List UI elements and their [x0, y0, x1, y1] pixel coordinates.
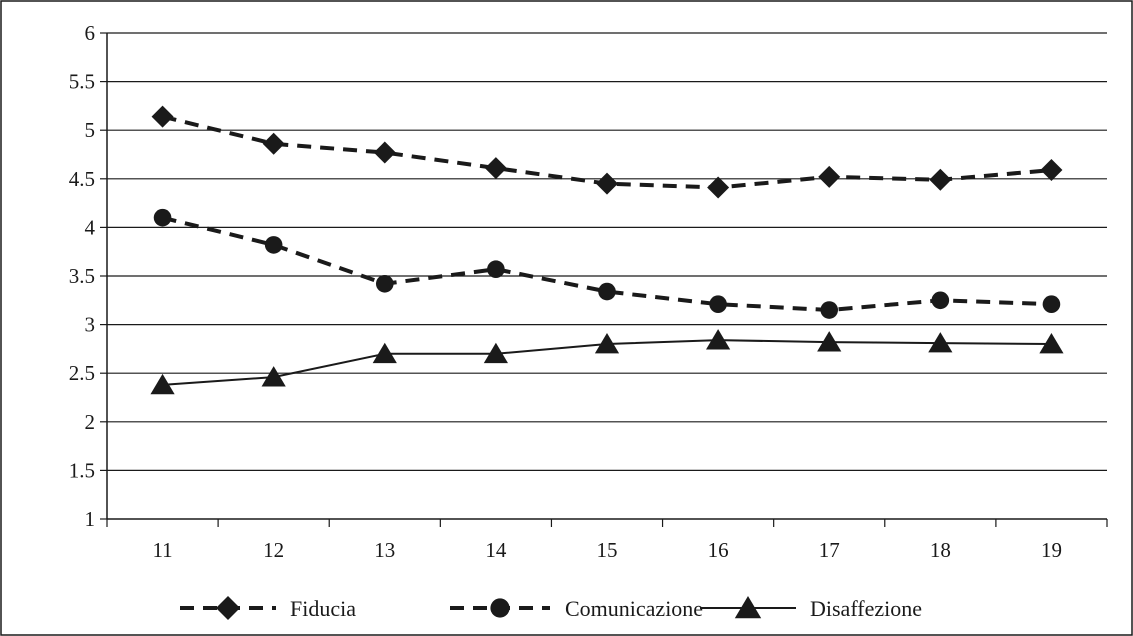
legend-label: Disaffezione	[810, 596, 922, 621]
legend-item-fiducia: Fiducia	[180, 596, 356, 621]
legend: Fiducia Comunicazione Disaffezione	[180, 596, 922, 621]
data-point-diamond	[373, 141, 396, 164]
series-comunicazione	[153, 208, 1061, 319]
x-tick-label: 11	[152, 538, 172, 562]
data-point-circle	[153, 208, 172, 227]
y-tick-label: 3	[85, 313, 96, 337]
y-tick-label: 5.5	[69, 70, 95, 94]
data-point-circle	[931, 291, 950, 310]
legend-marker-circle	[490, 598, 510, 618]
series-fiducia	[151, 105, 1063, 199]
x-tick-label: 15	[597, 538, 618, 562]
data-point-circle	[487, 260, 505, 278]
data-point-triangle	[594, 333, 620, 354]
y-tick-label: 4.5	[69, 167, 95, 191]
y-tick-label: 4	[85, 215, 96, 239]
y-tick-label: 6	[85, 21, 96, 45]
data-point-triangle	[150, 373, 175, 395]
data-point-circle	[598, 282, 616, 301]
y-tick-label: 2	[85, 410, 96, 434]
y-tick-label: 3.5	[69, 264, 95, 288]
axes	[100, 32, 1108, 527]
x-tick-label: 16	[708, 538, 729, 562]
y-tick-label: 2.5	[69, 361, 95, 385]
data-point-triangle	[483, 342, 508, 364]
data-point-diamond	[151, 105, 174, 128]
data-point-diamond	[484, 157, 507, 180]
legend-item-disaffezione: Disaffezione	[700, 596, 922, 621]
data-point-triangle	[1039, 333, 1064, 354]
data-point-circle	[820, 301, 839, 319]
x-tick-label: 12	[263, 538, 284, 562]
x-tick-label: 19	[1041, 538, 1062, 562]
data-point-diamond	[262, 132, 285, 155]
legend-marker-triangle	[734, 596, 762, 619]
series-layer	[150, 105, 1064, 395]
data-point-triangle	[928, 332, 953, 353]
y-tick-label: 1.5	[69, 458, 95, 482]
data-point-circle	[264, 236, 283, 254]
legend-item-comunicazione: Comunicazione	[450, 596, 703, 621]
y-tick-label: 1	[85, 507, 96, 531]
y-tick-labels: 1 1.5 2 2.5 3 3.5 4 4.5 5 5.5 6	[69, 21, 96, 531]
x-tick-label: 14	[485, 538, 507, 562]
y-tick-label: 5	[85, 118, 96, 142]
x-tick-label: 13	[374, 538, 395, 562]
data-point-diamond	[818, 165, 841, 188]
data-point-triangle	[261, 366, 286, 387]
x-tick-labels: 11 12 13 14 15 16 17 18 19	[152, 538, 1062, 562]
series-disaffezione	[150, 329, 1064, 395]
data-point-diamond	[707, 176, 730, 199]
data-point-circle	[1042, 295, 1061, 313]
x-tick-label: 17	[819, 538, 840, 562]
legend-label: Comunicazione	[565, 596, 703, 621]
data-point-triangle	[372, 342, 397, 364]
data-point-diamond	[1040, 159, 1063, 182]
data-point-circle	[375, 274, 394, 293]
legend-marker-diamond	[216, 596, 240, 620]
data-point-circle	[709, 295, 727, 313]
data-point-diamond	[596, 172, 618, 195]
data-point-triangle	[706, 329, 731, 350]
x-tick-label: 18	[930, 538, 951, 562]
data-point-diamond	[929, 168, 952, 191]
legend-label: Fiducia	[290, 596, 356, 621]
data-point-triangle	[817, 331, 842, 352]
